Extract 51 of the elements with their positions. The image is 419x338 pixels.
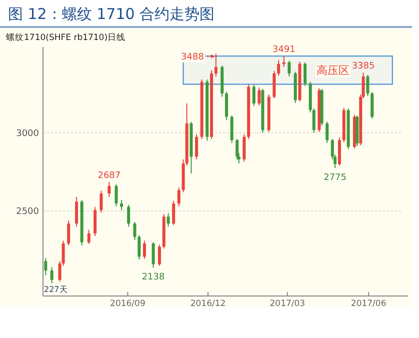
candlestick — [195, 134, 198, 160]
annotation: 3488 — [181, 52, 204, 62]
candlestick — [177, 187, 180, 207]
annotation: 2775 — [324, 172, 347, 183]
candlestick — [230, 115, 234, 144]
candlestick — [158, 244, 161, 266]
candlestick — [258, 86, 261, 106]
annotation: 3491 — [272, 44, 296, 55]
candlestick — [277, 60, 280, 76]
candlestick — [114, 184, 118, 207]
candlestick — [152, 242, 155, 268]
candlestick — [100, 190, 103, 214]
x-tick-label: 2017/03 — [270, 299, 306, 309]
candlestick — [166, 212, 170, 228]
candlestick — [108, 181, 111, 198]
x-tick-label: 2016/12 — [190, 299, 226, 309]
candlestick — [326, 121, 329, 144]
candlestick — [225, 92, 228, 121]
annotation: 2687 — [98, 170, 121, 181]
candlestick — [282, 55, 286, 68]
title: 图 12：螺纹 1710 合约走势图 — [8, 5, 215, 23]
candlestick — [127, 204, 130, 228]
candlestick — [138, 234, 141, 260]
candlestick — [67, 220, 70, 246]
candlestick — [44, 257, 48, 276]
candlestick — [242, 134, 246, 162]
candlestick — [75, 196, 78, 228]
candlestick — [50, 266, 54, 284]
candlestick — [133, 221, 136, 240]
candlestick — [142, 240, 146, 260]
candlestick — [338, 136, 341, 166]
candlestick — [366, 74, 370, 96]
x-tick-label: 2016/09 — [110, 299, 146, 309]
candlestick — [87, 229, 90, 244]
candlestick — [288, 60, 291, 77]
candlestick — [272, 70, 276, 99]
annotation: 227天 — [44, 285, 68, 294]
candlestick — [172, 200, 176, 226]
annotation: 3385 — [352, 62, 375, 72]
band-label: 高压区 — [316, 64, 350, 78]
y-tick-label: 3000 — [16, 128, 40, 139]
annotation: 2138 — [142, 272, 166, 283]
subtitle: 螺纹1710(SHFE rb1710)日线 — [6, 33, 126, 43]
candlestick — [252, 84, 256, 107]
candlestick — [120, 200, 124, 211]
candlestick — [94, 206, 97, 237]
candlestick — [304, 62, 307, 86]
candlestick — [370, 92, 374, 120]
x-tick-label: 2017/06 — [350, 299, 386, 309]
candlestick — [236, 138, 239, 160]
y-tick-label: 2500 — [16, 207, 40, 218]
